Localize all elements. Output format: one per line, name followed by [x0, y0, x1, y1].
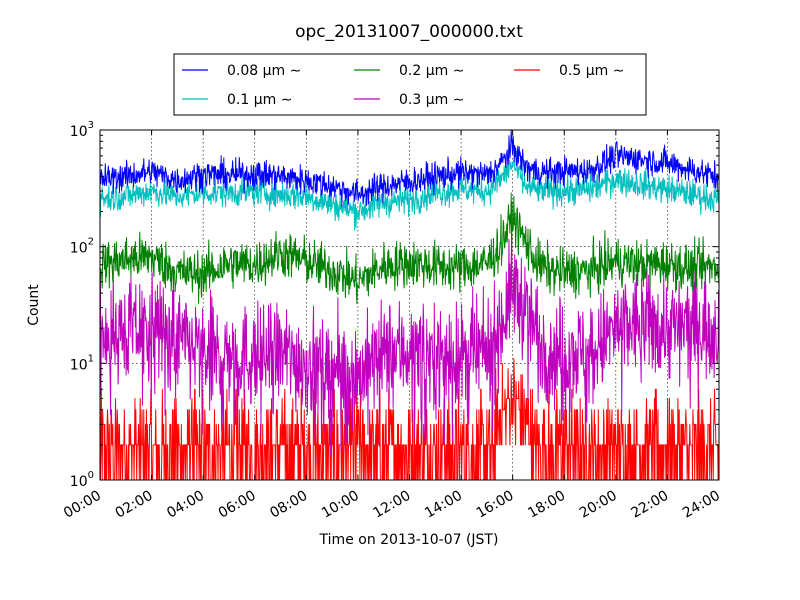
series-line	[99, 192, 720, 305]
y-axis: 100 101 102 103	[70, 120, 719, 490]
legend-label: 0.08 μm ∼	[227, 63, 301, 79]
legend-label: 0.3 μm ∼	[399, 92, 464, 108]
series-line	[99, 150, 720, 231]
legend-label: 0.1 μm ∼	[227, 92, 292, 108]
series-line	[99, 237, 720, 456]
y-tick-label: 103	[70, 120, 94, 140]
y-tick-label: 102	[70, 237, 94, 257]
y-tick-label: 101	[70, 353, 94, 373]
series-line	[99, 358, 720, 481]
x-axis-label: Time on 2013-10-07 (JST)	[319, 532, 499, 548]
y-axis-label: Count	[26, 284, 42, 326]
y-tick-label: 100	[70, 470, 94, 490]
chart-title: opc_20131007_000000.txt	[295, 22, 523, 42]
series-lines	[99, 129, 720, 481]
legend-box	[173, 53, 647, 116]
series-line	[99, 129, 720, 208]
legend-label: 0.5 μm ∼	[559, 63, 624, 79]
legend: 0.08 μm ∼ 0.1 μm ∼ 0.2 μm ∼ 0.3 μm ∼ 0.5 μm …	[173, 53, 647, 116]
legend-label: 0.2 μm ∼	[399, 63, 464, 79]
